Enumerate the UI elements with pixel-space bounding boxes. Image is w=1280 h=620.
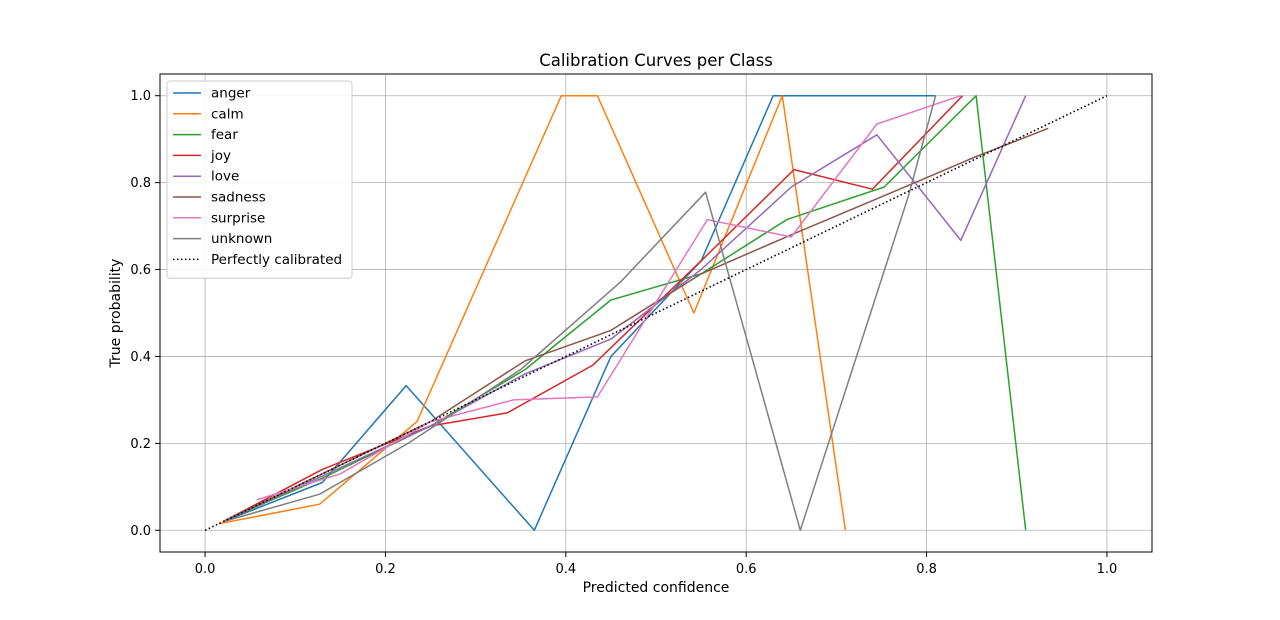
legend-label: surprise <box>211 210 265 226</box>
x-tick-label: 1.0 <box>1097 562 1118 577</box>
y-tick-label: 0.6 <box>130 263 151 278</box>
x-tick-label: 0.8 <box>916 562 937 577</box>
y-tick-label: 0.2 <box>130 437 151 452</box>
x-tick-label: 0.0 <box>195 562 216 577</box>
plot-frame <box>159 73 1153 553</box>
legend-label: unknown <box>211 231 272 247</box>
legend-label: sadness <box>211 190 266 206</box>
legend-label: anger <box>211 86 251 102</box>
y-tick-label: 0.8 <box>130 176 151 191</box>
series-line-surprise <box>256 94 962 501</box>
legend-label: calm <box>211 106 244 122</box>
legend-box <box>166 80 353 279</box>
series-line-fear <box>231 94 1027 531</box>
series-line-calm <box>218 94 847 531</box>
series-lines <box>204 94 1108 532</box>
y-tick-label: 1.0 <box>130 89 151 104</box>
y-tick-label: 0.0 <box>130 524 151 539</box>
y-tick-label: 0.4 <box>130 350 151 365</box>
legend: anger calm fear joy love sadness surprise unkno… <box>166 80 353 279</box>
series-line-joy <box>222 95 964 523</box>
legend-label: fear <box>211 127 238 143</box>
chart-title: Calibration Curves per Class <box>539 51 773 70</box>
x-axis-label: Predicted confidence <box>583 580 730 596</box>
legend-label: love <box>211 169 239 185</box>
x-tick-label: 0.2 <box>375 562 396 577</box>
axis-ticks: 0.0 0.2 0.4 0.6 0.8 1.0 0.0 0.2 0.4 0.6 0.8 1.0 <box>130 89 1117 577</box>
y-axis-label: True probability <box>108 259 124 369</box>
series-line-perfectly-calibrated <box>204 94 1108 532</box>
x-tick-label: 0.6 <box>736 562 757 577</box>
legend-label: joy <box>210 148 231 164</box>
legend-label: Perfectly calibrated <box>211 252 342 268</box>
series-line-unknown <box>222 95 937 532</box>
series-line-love <box>231 95 1027 518</box>
x-tick-label: 0.4 <box>555 562 576 577</box>
